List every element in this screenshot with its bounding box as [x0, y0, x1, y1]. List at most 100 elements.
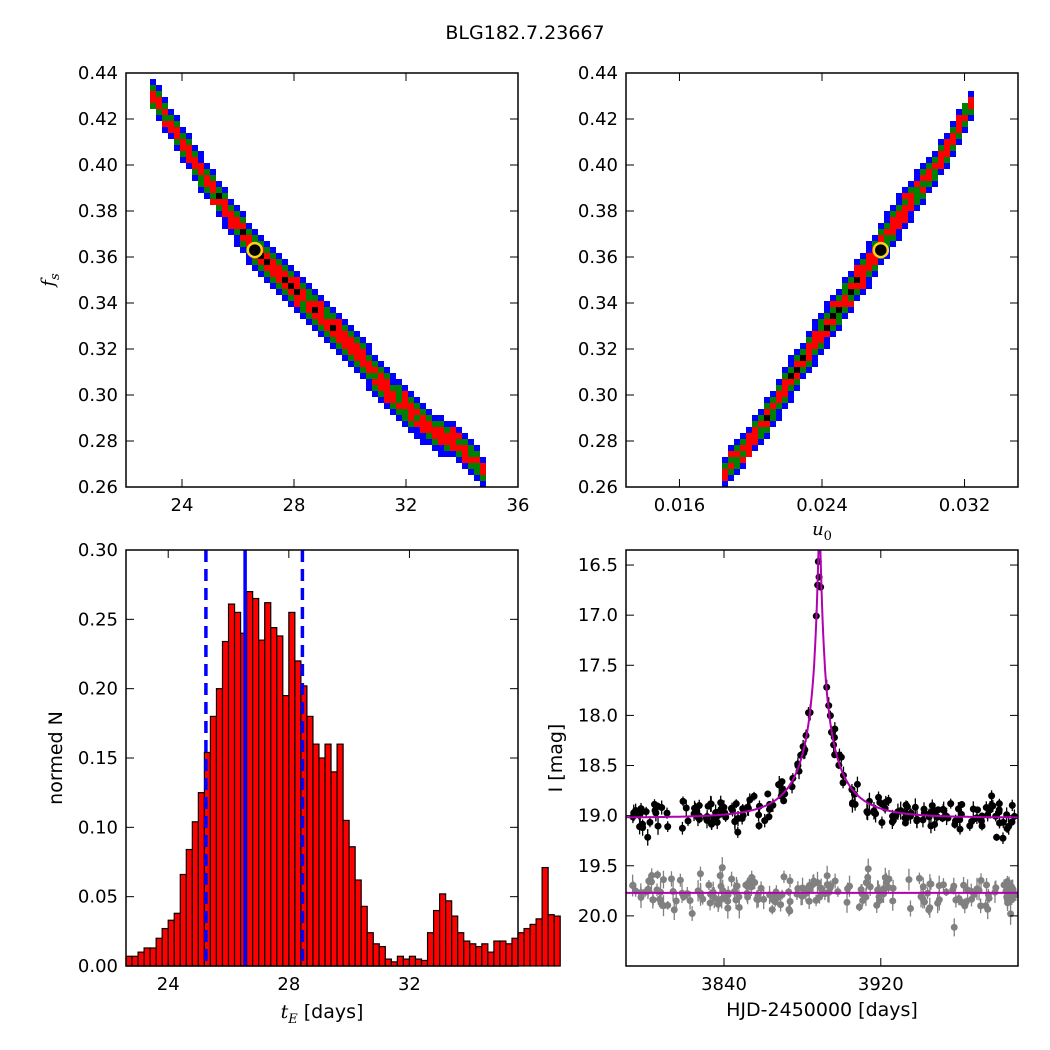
histogram-bar	[197, 792, 206, 967]
fs-te-panel-cell	[336, 337, 342, 343]
fs-u0-panel-cell	[824, 343, 830, 349]
fs-u0-panel-cell	[866, 241, 872, 247]
fs-u0-panel-cell	[962, 121, 968, 127]
fs-te-panel-cell	[294, 283, 300, 289]
fs-u0-panel-cell	[758, 409, 764, 415]
fs-u0-panel-cell	[866, 259, 872, 265]
fs-te-panel-cell	[462, 463, 468, 469]
fs-te-panel-cell	[390, 379, 396, 385]
residual-point	[812, 896, 820, 904]
residual-point	[952, 896, 960, 904]
data-point	[646, 818, 654, 826]
histogram-bar	[143, 947, 151, 967]
fs-u0-panel-cell	[752, 445, 758, 451]
fs-u0-panel-cell	[842, 301, 848, 307]
fs-u0-panel-cell	[764, 403, 770, 409]
fs-te-panel-cell	[336, 343, 342, 349]
fs-u0-panel-cell	[752, 427, 758, 433]
fs-te-panel-cell	[462, 433, 468, 439]
fs-te-panel-cell	[228, 229, 234, 235]
fs-te-panel-cell	[186, 133, 192, 139]
fs-u0-panel-cell	[914, 199, 920, 205]
data-point	[755, 822, 763, 830]
fs-te-panel-cell	[450, 433, 456, 439]
residual-point	[985, 894, 993, 902]
fs-te-panel-cell	[462, 445, 468, 451]
fs-u0-panel-cell	[794, 373, 800, 379]
fs-te-panel-cell	[222, 193, 228, 199]
fs-u0-panel-cell	[722, 457, 728, 463]
fs-te-panel-cell	[354, 343, 360, 349]
fs-te-panel-cell	[306, 283, 312, 289]
fs-te-panel-cell	[426, 439, 432, 445]
residual-point	[786, 907, 794, 915]
fs-te-panel-cell	[456, 439, 462, 445]
fs-te-panel-cell	[336, 325, 342, 331]
fs-u0-panel-cell	[884, 211, 890, 217]
fs-u0-panel-cell	[818, 325, 824, 331]
histogram-bar	[523, 927, 531, 967]
fs-te-panel-cell	[264, 241, 270, 247]
fs-u0-panel-cell	[818, 343, 824, 349]
te-axis-label: tE [days]	[281, 1001, 364, 1027]
fs-te-panel-cells	[150, 79, 486, 487]
fs-te-panel-cell	[252, 235, 258, 241]
residual-point	[744, 882, 752, 890]
fs-u0-panel-cell	[734, 445, 740, 451]
fs-u0-panel-cell	[890, 223, 896, 229]
fs-u0-panel-cell	[848, 277, 854, 283]
residual-point	[957, 898, 965, 906]
fs-u0-panel-cell	[806, 349, 812, 355]
fs-te-panel-cell	[192, 169, 198, 175]
fs-u0-panel-cell	[788, 373, 794, 379]
residual-point	[714, 900, 722, 908]
fs-u0-panel-cell	[776, 385, 782, 391]
fs-u0-panel-cell	[944, 157, 950, 163]
data-point	[995, 800, 1003, 808]
fs-te-panel-cell	[174, 139, 180, 145]
fs-te-panel-cell	[186, 151, 192, 157]
fs-u0-panel-cell	[854, 295, 860, 301]
residual-point	[982, 902, 990, 910]
fs-te-panel-xtick-label: 28	[283, 495, 306, 516]
fs-u0-panel-cell	[776, 403, 782, 409]
residual-point	[906, 904, 914, 912]
fs-u0-panel-cell	[944, 151, 950, 157]
residual-point	[629, 881, 637, 889]
fs-te-panel-cell	[312, 307, 318, 313]
light-curve-ytick-label: 19.5	[578, 856, 618, 877]
fs-te-panel-cell	[426, 415, 432, 421]
fs-u0-panel-cell	[854, 289, 860, 295]
fs-te-panel-cell	[198, 157, 204, 163]
fs-u0-panel-cell	[734, 469, 740, 475]
te-histogram-ytick-label: 0.00	[78, 956, 118, 977]
fs-u0-panel-cells	[722, 91, 974, 487]
fs-u0-panel-cell	[896, 229, 902, 235]
fs-te-panel-cell	[468, 445, 474, 451]
fs-te-panel-cell	[408, 391, 414, 397]
data-point	[664, 823, 672, 831]
fs-te-panel-cell	[264, 253, 270, 259]
fs-te-panel-cell	[402, 409, 408, 415]
histogram-bar	[264, 602, 272, 967]
fs-te-panel-cell	[162, 97, 168, 103]
residual-point	[696, 870, 704, 878]
data-point	[734, 828, 742, 836]
fs-u0-panel-cell	[926, 169, 932, 175]
fs-u0-panel-cell	[896, 235, 902, 241]
data-point	[902, 801, 910, 809]
fs-u0-panel-cell	[902, 199, 908, 205]
fs-u0-panel-cell	[806, 355, 812, 361]
fs-te-panel-cell	[396, 415, 402, 421]
fs-u0-panel-cell	[878, 259, 884, 265]
fs-u0-panel-cell	[788, 361, 794, 367]
residual-point	[669, 887, 677, 895]
fs-te-panel-cell	[162, 103, 168, 109]
fs-te-panel-cell	[438, 427, 444, 433]
data-point	[678, 824, 686, 832]
te-histogram-xtick-label: 28	[277, 974, 300, 995]
fs-te-panel-cell	[162, 109, 168, 115]
fs-u0-panel-cell	[842, 307, 848, 313]
residual-point	[786, 898, 794, 906]
fs-te-panel-cell	[366, 367, 372, 373]
